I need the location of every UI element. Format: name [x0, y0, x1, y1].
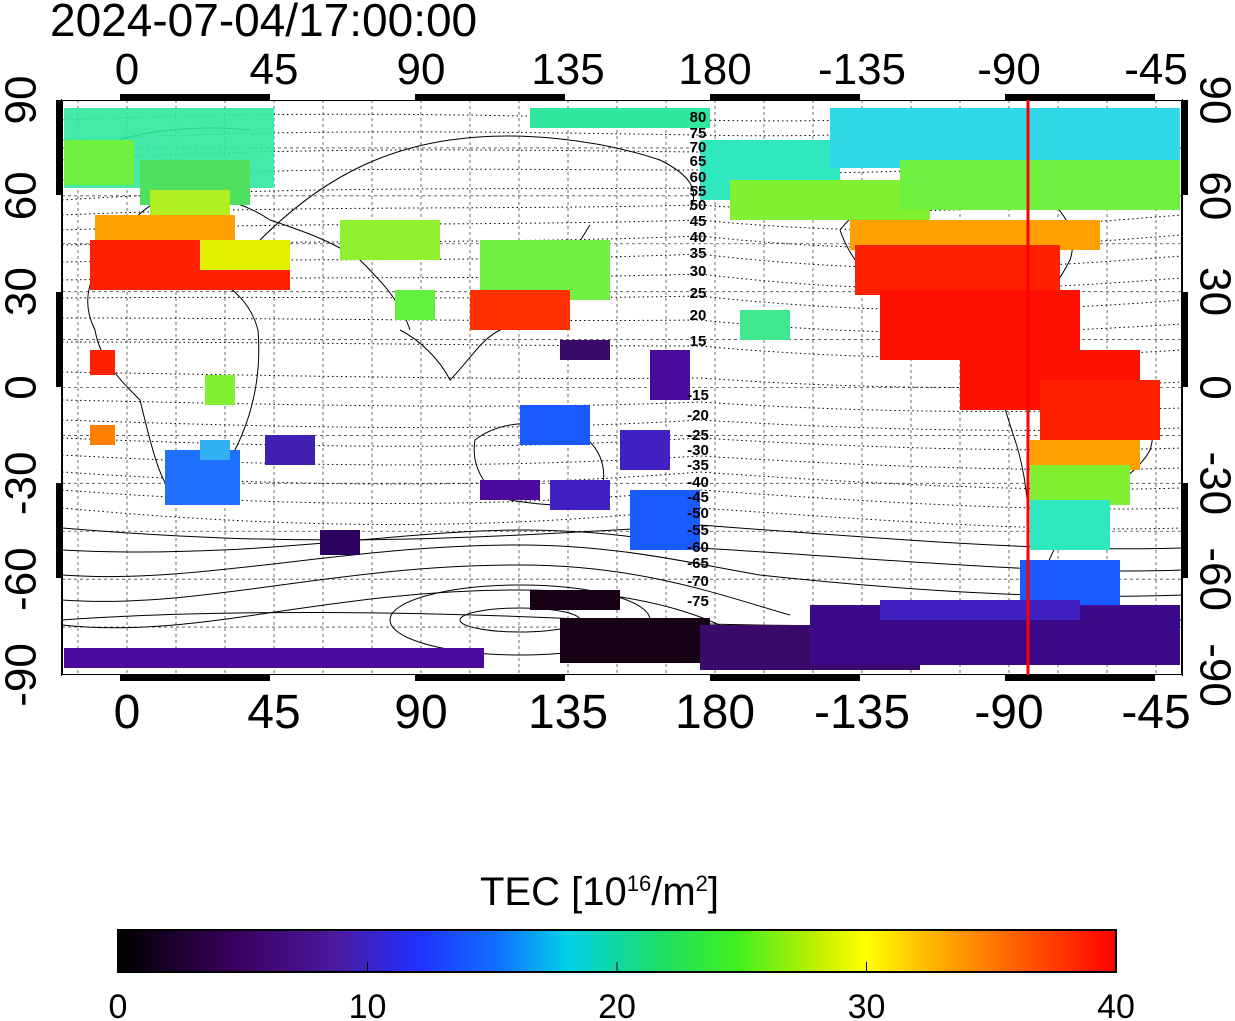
contour-label: 50: [690, 197, 707, 214]
contour-label: 20: [690, 307, 707, 324]
contour-label: -50: [687, 505, 709, 522]
longitude-tick-label: -135: [814, 686, 910, 739]
colorbar-tick-label: 30: [848, 988, 886, 1021]
longitude-tick-label: 180: [678, 45, 751, 94]
longitude-tick-label: -90: [974, 686, 1043, 739]
timestamp-label: 2024-07-04/17:00:00: [50, 0, 477, 46]
contour-label: -25: [687, 427, 709, 444]
latitude-tick-label: 0: [1190, 375, 1235, 399]
contour-label: 35: [690, 245, 707, 262]
colorbar-tick-label: 40: [1097, 988, 1135, 1021]
contour-label: 75: [690, 125, 707, 142]
contour-label: -30: [687, 442, 709, 459]
contour-label: 80: [690, 109, 707, 126]
latitude-tick-label: 30: [1190, 267, 1235, 316]
longitude-tick-label: 135: [531, 45, 604, 94]
contour-label: -60: [687, 539, 709, 556]
longitude-tick-label: -90: [977, 45, 1041, 94]
latitude-tick-label: -60: [0, 547, 46, 611]
tec-data: [64, 108, 1180, 670]
longitude-tick-label: 0: [114, 686, 141, 739]
latitude-tick-label: -60: [1190, 547, 1235, 611]
colorbar-tick-label: 20: [598, 988, 636, 1021]
contour-label: -70: [687, 573, 709, 590]
longitude-tick-label: -45: [1124, 45, 1188, 94]
contour-label: 65: [690, 153, 707, 170]
contour-label: -35: [687, 457, 709, 474]
longitude-tick-label: 45: [250, 45, 299, 94]
longitude-tick-label: 0: [115, 45, 139, 94]
contour-label: -55: [687, 522, 709, 539]
contour-label: 40: [690, 229, 707, 246]
contour-label: -15: [687, 387, 709, 404]
longitude-tick-label: -45: [1121, 686, 1190, 739]
latitude-tick-label: 60: [1190, 171, 1235, 220]
contour-label: -40: [687, 474, 709, 491]
latitude-tick-label: -30: [1190, 452, 1235, 516]
latitude-tick-label: 30: [0, 267, 46, 316]
contour-label: -75: [687, 593, 709, 610]
latitude-tick-label: 60: [0, 171, 46, 220]
contour-label: 30: [690, 263, 707, 280]
longitude-tick-label: 90: [394, 686, 447, 739]
contour-label: -45: [687, 489, 709, 506]
contour-label: 55: [690, 183, 707, 200]
latitude-tick-label: 0: [0, 375, 46, 399]
contour-label: -65: [687, 555, 709, 572]
latitude-tick-label: 90: [0, 76, 46, 125]
contour-label: 60: [690, 169, 707, 186]
colorbar-tick-label: 10: [349, 988, 387, 1021]
colorbar-ticks: 0 10 20 30 40: [109, 962, 1135, 1021]
longitude-tick-label: -135: [818, 45, 906, 94]
longitude-ticks-bottom: 0 45 90 135 180 -135 -90 -45: [114, 686, 1191, 739]
longitude-tick-label: 180: [675, 686, 755, 739]
latitude-tick-label: -30: [0, 452, 46, 516]
longitude-ticks-top: 0 45 90 135 180 -135 -90 -45: [115, 45, 1188, 94]
contour-label: 15: [690, 333, 707, 350]
latitude-ticks-left: 90 60 30 0 -30 -60 -90: [0, 76, 46, 707]
longitude-tick-label: 45: [247, 686, 300, 739]
colorbar: TEC [1016/m2] 0 10 20 30 40: [109, 870, 1135, 1021]
contour-label: -20: [687, 407, 709, 424]
contour-label: 25: [690, 285, 707, 302]
colorbar-title: TEC [1016/m2]: [480, 870, 719, 914]
latitude-tick-label: -90: [1190, 643, 1235, 707]
contour-label: 45: [690, 213, 707, 230]
latitude-tick-label: 90: [1190, 76, 1235, 125]
latitude-ticks-right: 90 60 30 0 -30 -60 -90: [1190, 76, 1235, 707]
latitude-tick-label: -90: [0, 643, 46, 707]
longitude-tick-label: 90: [397, 45, 446, 94]
contour-label: 70: [690, 139, 707, 156]
colorbar-tick-label: 0: [109, 988, 128, 1021]
frame-ticks: [56, 94, 1188, 681]
longitude-tick-label: 135: [528, 686, 608, 739]
